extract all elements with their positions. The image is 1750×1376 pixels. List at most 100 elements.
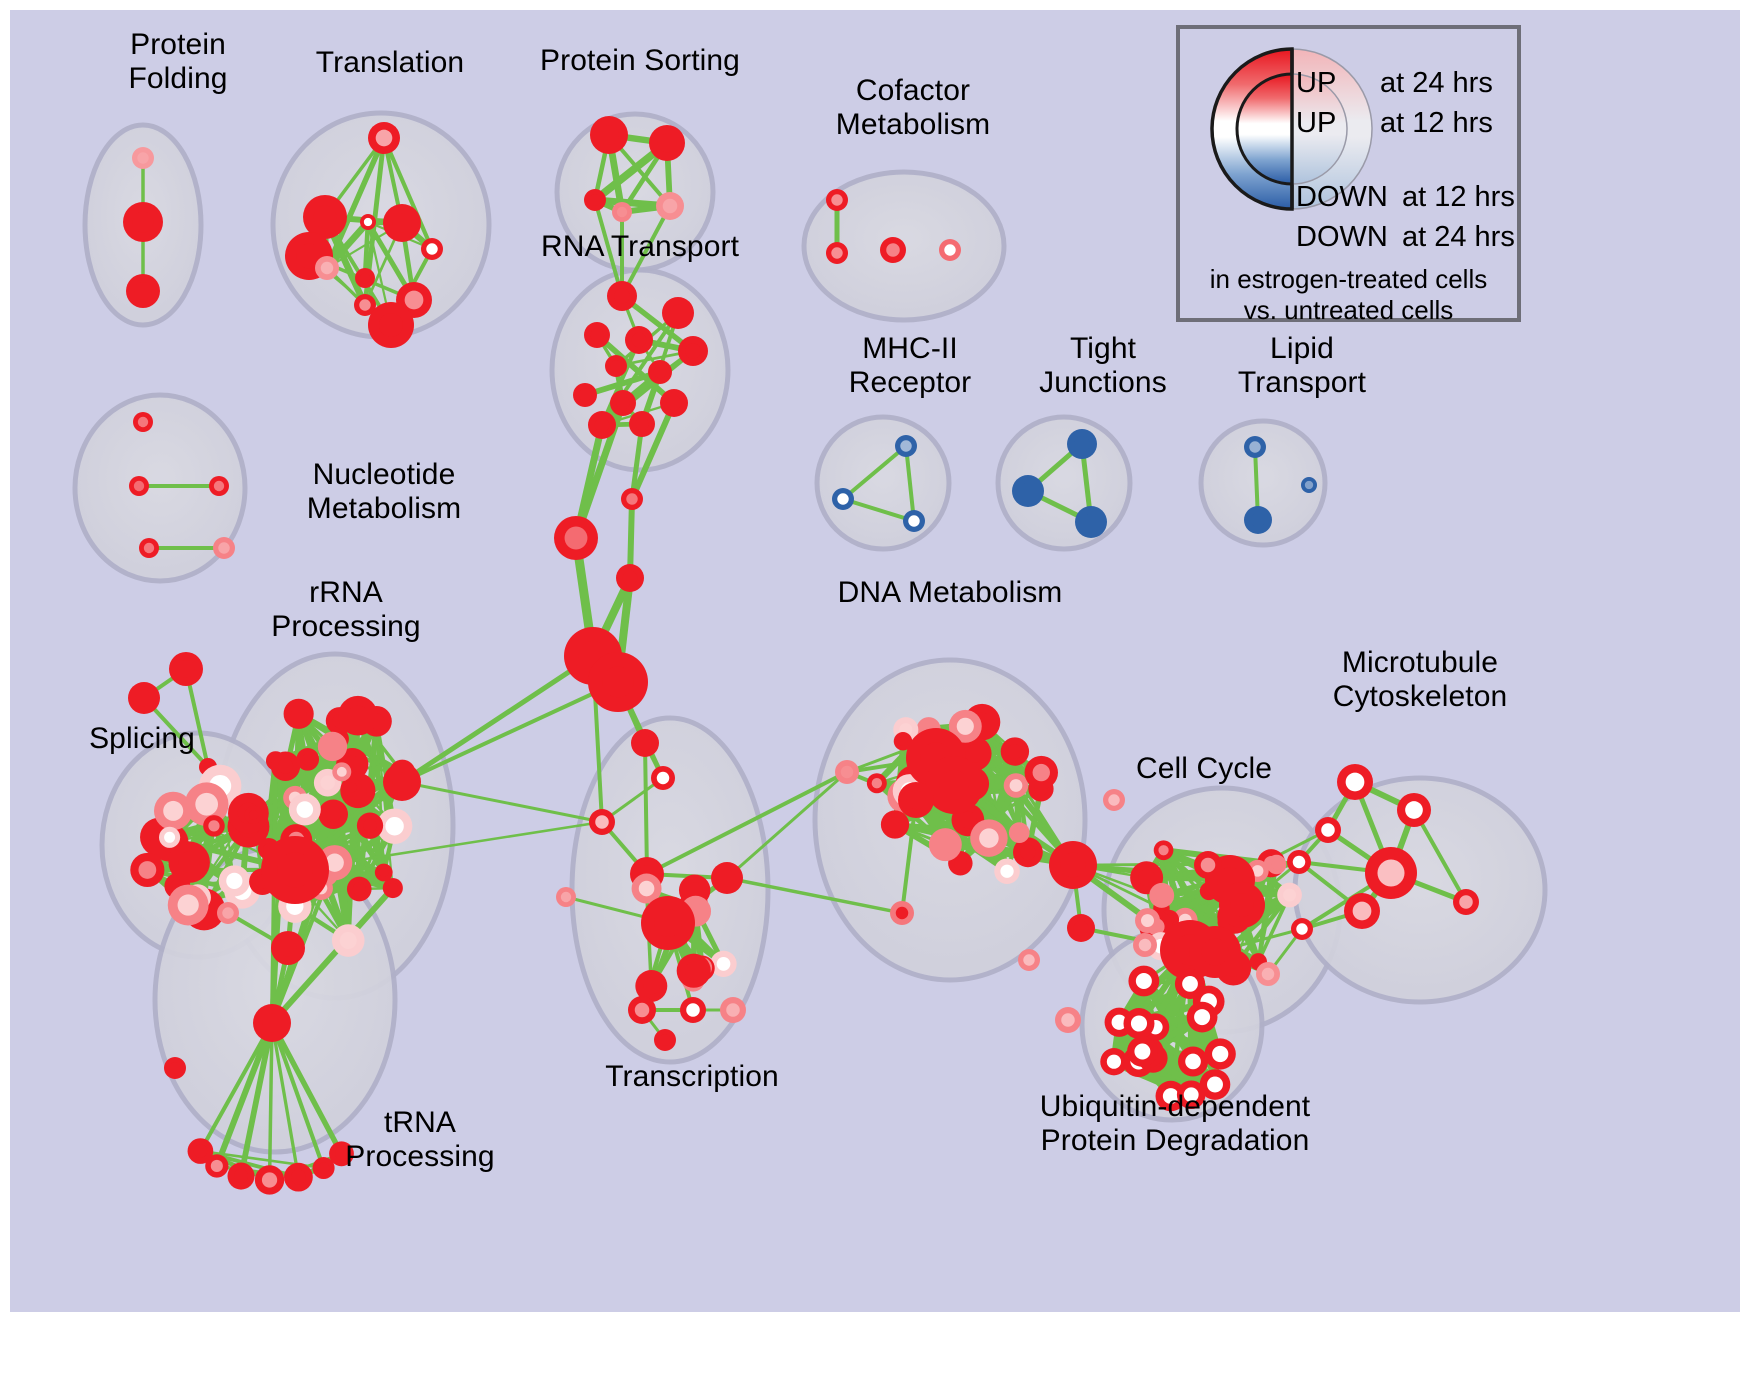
network-node[interactable] [288,793,321,826]
network-node[interactable] [342,778,362,797]
network-node[interactable] [355,268,375,288]
network-node[interactable] [317,731,348,762]
network-node[interactable] [1049,841,1097,889]
network-node[interactable] [649,125,685,161]
network-node[interactable] [1315,817,1341,843]
network-node[interactable] [139,538,159,558]
network-node[interactable] [678,336,708,366]
network-node[interactable] [631,729,659,757]
network-node[interactable] [1103,789,1125,811]
network-node[interactable] [621,488,643,510]
network-node[interactable] [217,902,239,924]
network-node[interactable] [1075,506,1107,538]
network-node[interactable] [356,812,384,839]
network-node[interactable] [128,682,160,714]
network-node[interactable] [584,322,610,348]
network-node[interactable] [1003,773,1029,798]
network-node[interactable] [1153,840,1174,861]
network-node[interactable] [651,766,675,790]
network-node[interactable] [1178,1046,1209,1077]
network-node[interactable] [1128,965,1160,997]
network-node[interactable] [826,189,848,211]
network-node[interactable] [656,192,684,220]
network-node[interactable] [1199,1069,1231,1100]
network-node[interactable] [159,826,181,848]
network-node[interactable] [1337,764,1373,800]
network-node[interactable] [939,239,961,261]
network-node[interactable] [164,1057,186,1079]
network-node[interactable] [890,901,914,925]
network-node[interactable] [928,828,962,862]
network-node[interactable] [153,791,193,831]
network-node[interactable] [261,836,329,904]
network-node[interactable] [331,924,365,957]
network-node[interactable] [130,852,165,888]
network-node[interactable] [654,1029,676,1051]
network-node[interactable] [1287,850,1311,874]
network-node[interactable] [1301,477,1317,493]
network-node[interactable] [832,488,854,510]
network-node[interactable] [880,237,906,263]
network-node[interactable] [376,808,413,844]
network-node[interactable] [1055,1007,1081,1033]
network-node[interactable] [680,997,706,1023]
network-node[interactable] [1219,882,1265,928]
network-node[interactable] [573,383,597,407]
network-node[interactable] [1008,822,1030,844]
network-node[interactable] [710,950,737,978]
network-node[interactable] [948,709,982,743]
network-node[interactable] [213,537,235,559]
network-node[interactable] [903,510,925,532]
network-node[interactable] [129,476,149,496]
network-node[interactable] [607,281,637,311]
network-node[interactable] [625,326,653,354]
network-node[interactable] [1256,962,1280,986]
network-node[interactable] [970,819,1008,857]
network-node[interactable] [227,1162,255,1190]
network-node[interactable] [383,204,421,242]
network-node[interactable] [629,411,655,437]
network-node[interactable] [893,731,913,751]
network-node[interactable] [296,747,320,771]
network-node[interactable] [1204,1038,1236,1070]
network-node[interactable] [720,997,746,1023]
network-node[interactable] [628,996,656,1024]
network-node[interactable] [610,390,636,416]
network-node[interactable] [898,782,934,818]
network-node[interactable] [368,122,400,154]
network-node[interactable] [589,809,615,835]
network-node[interactable] [1194,851,1222,879]
network-node[interactable] [205,1154,229,1178]
network-node[interactable] [329,1141,354,1167]
network-node[interactable] [1127,1036,1158,1067]
network-node[interactable] [1397,793,1431,827]
network-node[interactable] [660,389,688,417]
network-node[interactable] [1365,847,1417,899]
network-node[interactable] [835,760,859,784]
network-node[interactable] [1149,882,1175,908]
network-node[interactable] [631,873,662,904]
network-node[interactable] [1012,837,1043,868]
network-node[interactable] [360,214,376,230]
network-node[interactable] [588,411,616,439]
network-node[interactable] [315,256,339,280]
network-node[interactable] [270,751,301,781]
network-node[interactable] [203,815,225,837]
network-node[interactable] [1266,854,1287,875]
network-node[interactable] [554,516,598,560]
network-node[interactable] [588,652,648,712]
network-node[interactable] [1123,1008,1155,1039]
network-node[interactable] [1012,475,1044,507]
network-node[interactable] [1244,436,1266,458]
network-node[interactable] [209,476,229,496]
network-node[interactable] [132,147,154,169]
network-node[interactable] [283,698,314,729]
network-node[interactable] [1453,889,1479,915]
network-node[interactable] [244,805,263,825]
network-node[interactable] [994,858,1020,884]
network-node[interactable] [605,355,627,377]
network-node[interactable] [635,969,668,1002]
network-node[interactable] [253,1004,291,1042]
network-node[interactable] [187,1138,214,1164]
network-node[interactable] [662,297,694,329]
